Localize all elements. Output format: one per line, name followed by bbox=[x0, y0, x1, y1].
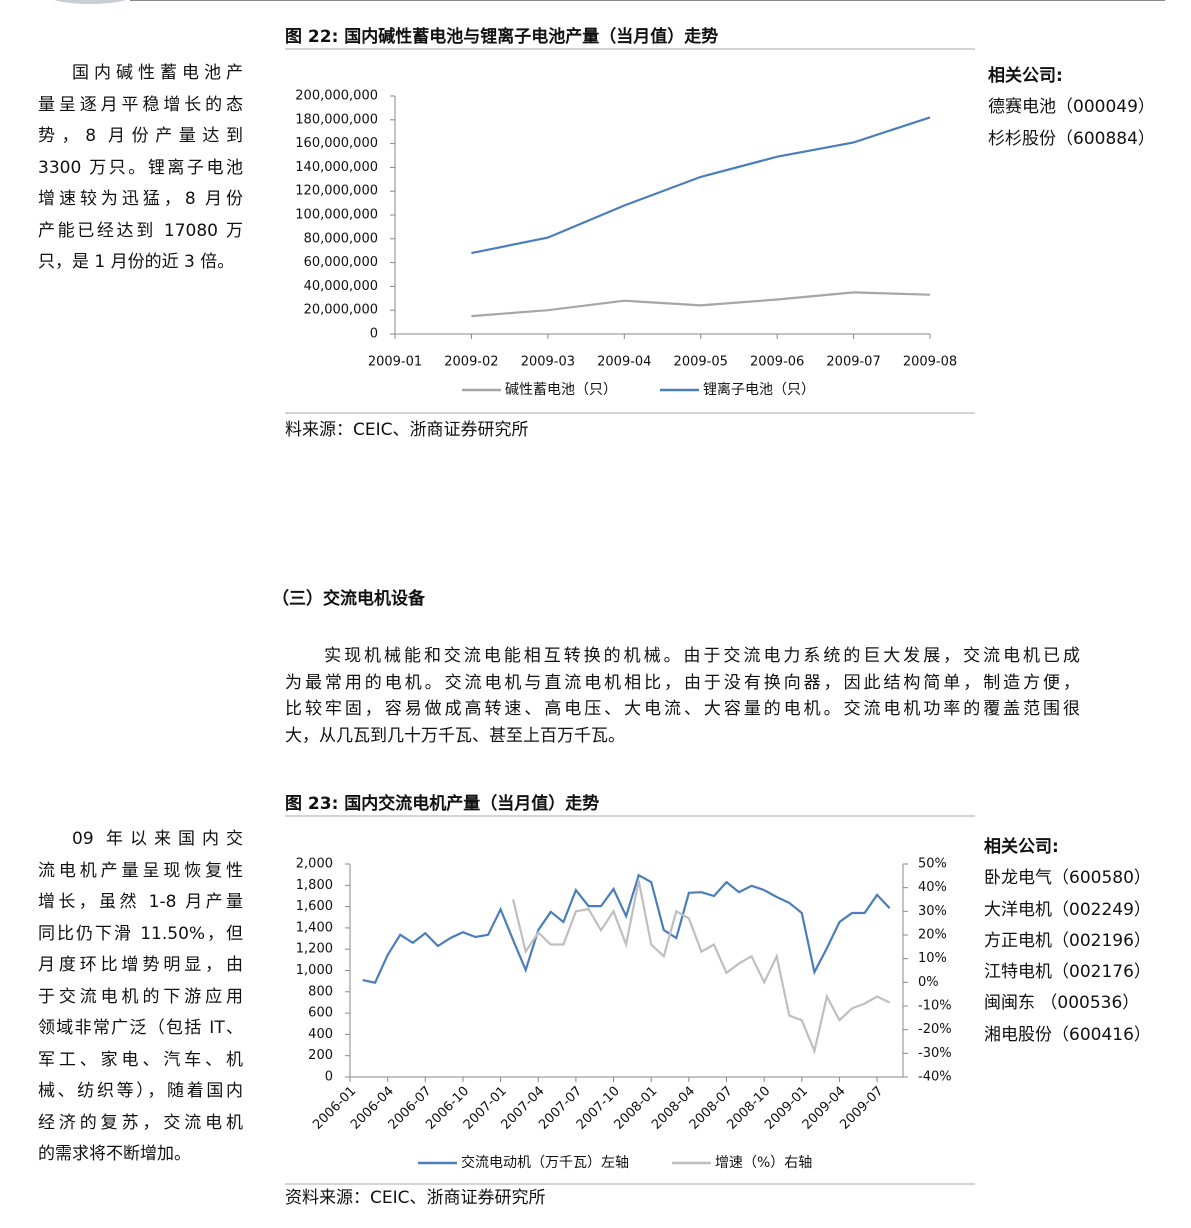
y2-tick-label: -40% bbox=[918, 1070, 952, 1085]
y-tick-label: 60,000,000 bbox=[304, 255, 378, 270]
y-tick-label: 0 bbox=[370, 327, 378, 342]
note-line: 于交流电机的下游应用 bbox=[38, 986, 243, 1007]
company-heading: 相关公司: bbox=[984, 837, 1059, 857]
y2-tick-label: 20% bbox=[918, 928, 947, 943]
chart-title: 图 23: 国内交流电机产量（当月值）走势 bbox=[285, 793, 599, 814]
y2-tick-label: -30% bbox=[918, 1046, 952, 1061]
legend-label: 增速（%）右轴 bbox=[715, 1155, 812, 1171]
side-note: 国内碱性蓄电池产量呈逐月平稳增长的态 势，8 月份产量达到 3300 万只。锂离子电… bbox=[38, 58, 243, 279]
company-item: 方正电机（002196） bbox=[984, 930, 1151, 951]
y-tick-label: 200 bbox=[308, 1048, 333, 1063]
x-tick-label: 2009-06 bbox=[750, 355, 804, 370]
company-heading: 相关公司: bbox=[988, 66, 1063, 86]
x-tick-label: 2009-05 bbox=[674, 355, 728, 370]
y-tick-label: 600 bbox=[308, 1006, 333, 1021]
y-tick-label: 2,000 bbox=[296, 857, 333, 872]
y-tick-label: 120,000,000 bbox=[295, 184, 378, 199]
section-heading: （三）交流电机设备 bbox=[272, 589, 425, 609]
note-line: 势，8 月份产量达到 bbox=[38, 126, 243, 146]
x-tick-label: 2009-04 bbox=[597, 355, 651, 370]
company-item: 杉杉股份（600884） bbox=[988, 128, 1155, 149]
y-tick-label: 180,000,000 bbox=[295, 112, 378, 127]
y-tick-label: 1,200 bbox=[296, 942, 333, 957]
series-line bbox=[362, 873, 891, 984]
note-line: 09 年以来国内交 bbox=[72, 829, 243, 849]
chart-title: 图 22: 国内碱性蓄电池与锂离子电池产量（当月值）走势 bbox=[285, 26, 718, 47]
note-line: 经济的复苏，交流电机 bbox=[38, 1112, 243, 1133]
y-tick-label: 160,000,000 bbox=[295, 136, 378, 151]
logo-fragment bbox=[54, 0, 126, 4]
company-list: 相关公司: 德赛电池（000049） 杉杉股份（600884） bbox=[988, 61, 1155, 155]
note-line: 领域非常广泛（包括 IT、 bbox=[38, 1018, 243, 1038]
x-tick-label: 2009-07 bbox=[826, 355, 880, 370]
section-line: 大，从几瓦到几十万千瓦、甚至上百万千瓦。 bbox=[285, 725, 625, 746]
company-item: 湘电股份（600416） bbox=[984, 1024, 1151, 1045]
company-item: 大洋电机（002249） bbox=[984, 899, 1151, 920]
company-item: 德赛电池（000049） bbox=[988, 97, 1155, 118]
y2-tick-label: 50% bbox=[918, 857, 947, 872]
series-line bbox=[471, 291, 931, 318]
series-line bbox=[512, 880, 891, 1055]
x-tick-label: 2009-01 bbox=[368, 355, 422, 370]
y2-tick-label: -10% bbox=[918, 999, 952, 1014]
section-line: 实现机械能和交流电能相互转换的机械。由于交流电力系统的巨大发展，交流电机已成 bbox=[324, 646, 1080, 666]
section-line: 为最常用的电机。交流电机与直流电机相比，由于没有换向器，因此结构简单，制造方便， bbox=[285, 672, 1080, 693]
y2-tick-label: -20% bbox=[918, 1022, 952, 1037]
note-line: 械、纺织等），随着国内 bbox=[38, 1081, 243, 1101]
y2-tick-label: 40% bbox=[918, 880, 947, 895]
y-tick-label: 1,800 bbox=[296, 878, 333, 893]
y-tick-label: 200,000,000 bbox=[295, 89, 378, 104]
note-line: 同比仍下滑 11.50%，但 bbox=[38, 923, 243, 944]
legend-label: 碱性蓄电池（只） bbox=[505, 382, 617, 398]
note-line: 增速较为迅猛，8 月份 bbox=[38, 189, 243, 209]
section-line: 比较牢固，容易做成高转速、高电压、大电流、大容量的电机。交流电机功率的覆盖范围很 bbox=[285, 699, 1080, 719]
y-tick-label: 1,400 bbox=[296, 920, 333, 935]
company-item: 卧龙电气（600580） bbox=[984, 868, 1151, 889]
y-tick-label: 20,000,000 bbox=[304, 303, 378, 318]
y2-tick-label: 0% bbox=[918, 975, 939, 990]
company-item: 闽闽东 （000536） bbox=[984, 993, 1140, 1014]
note-line: 只，是 1 月份的近 3 倍。 bbox=[38, 252, 235, 272]
note-line: 量呈逐月平稳增长的态 bbox=[38, 94, 243, 115]
legend-label: 锂离子电池（只） bbox=[703, 381, 815, 398]
side-note: 09 年以来国内交流电机产量呈现恢复性 增长，虽然 1-8 月产量 同比仍下滑 11… bbox=[38, 824, 243, 1171]
note-line: 产能已经达到 17080 万 bbox=[38, 220, 243, 241]
note-line: 流电机产量呈现恢复性 bbox=[38, 860, 243, 881]
note-line: 的需求将不断增加。 bbox=[38, 1144, 191, 1164]
company-item: 江特电机（002176） bbox=[984, 962, 1151, 983]
legend-label: 交流电动机（万千瓦）左轴 bbox=[461, 1154, 629, 1171]
y2-tick-label: 30% bbox=[918, 904, 947, 919]
y-tick-label: 100,000,000 bbox=[295, 208, 378, 223]
y-tick-label: 800 bbox=[308, 984, 333, 999]
y-tick-label: 0 bbox=[325, 1070, 333, 1085]
y-tick-label: 40,000,000 bbox=[304, 279, 378, 294]
y-tick-label: 400 bbox=[308, 1027, 333, 1042]
y-tick-label: 1,600 bbox=[296, 899, 333, 914]
y-tick-label: 140,000,000 bbox=[295, 160, 378, 175]
y-tick-label: 80,000,000 bbox=[304, 231, 378, 246]
note-line: 增长，虽然 1-8 月产量 bbox=[38, 892, 243, 912]
note-line: 月度环比增势明显，由 bbox=[38, 955, 243, 975]
note-line: 国内碱性蓄电池产 bbox=[72, 63, 243, 83]
section-body: 实现机械能和交流电能相互转换的机械。由于交流电力系统的巨大发展，交流电机已成为最… bbox=[285, 643, 1080, 749]
chart-source: 资料来源：CEIC、浙商证券研究所 bbox=[285, 1188, 546, 1208]
x-tick-label: 2009-02 bbox=[444, 355, 498, 370]
x-tick-label: 2009-03 bbox=[521, 355, 575, 370]
x-tick-label: 2009-08 bbox=[903, 355, 957, 370]
company-list: 相关公司: 卧龙电气（600580） 大洋电机（002249） 方正电机（002196… bbox=[984, 832, 1151, 1051]
y2-tick-label: 10% bbox=[918, 951, 947, 966]
series-line bbox=[471, 116, 931, 255]
note-line: 军工、家电、汽车、机 bbox=[38, 1049, 243, 1070]
chart-source: 料来源：CEIC、浙商证券研究所 bbox=[285, 420, 529, 440]
note-line: 3300 万只。锂离子电池 bbox=[38, 157, 243, 178]
y-tick-label: 1,000 bbox=[296, 963, 333, 978]
